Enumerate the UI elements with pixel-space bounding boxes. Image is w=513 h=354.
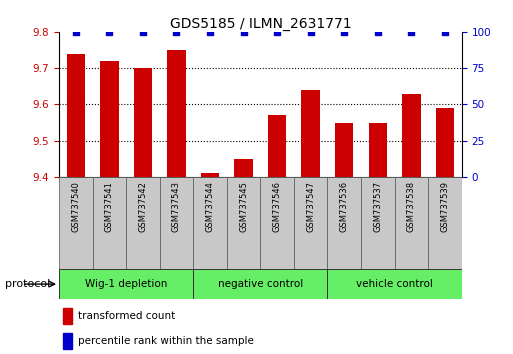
Bar (63, 308, 72, 324)
Text: negative control: negative control (218, 279, 303, 289)
Text: GSM737538: GSM737538 (407, 181, 416, 232)
Title: GDS5185 / ILMN_2631771: GDS5185 / ILMN_2631771 (169, 17, 351, 31)
Bar (361, 177, 394, 269)
Text: GSM737545: GSM737545 (239, 181, 248, 232)
Text: GSM737537: GSM737537 (373, 181, 382, 232)
Point (307, 29, 315, 35)
Point (273, 29, 281, 35)
Bar (92, 177, 126, 269)
Text: GSM737540: GSM737540 (71, 181, 80, 232)
Bar (368, 122, 387, 177)
Text: GSM737544: GSM737544 (206, 181, 214, 232)
Point (373, 29, 382, 35)
Bar (167, 50, 186, 177)
Point (340, 29, 348, 35)
Point (139, 29, 147, 35)
Text: GSM737542: GSM737542 (139, 181, 147, 232)
Bar (294, 177, 327, 269)
Bar (126, 177, 160, 269)
Bar (428, 177, 462, 269)
Text: percentile rank within the sample: percentile rank within the sample (78, 336, 254, 346)
Bar (327, 177, 361, 269)
Point (407, 29, 416, 35)
Text: GSM737543: GSM737543 (172, 181, 181, 232)
Bar (59, 269, 193, 299)
Bar (100, 61, 119, 177)
Text: Wig-1 depletion: Wig-1 depletion (85, 279, 167, 289)
Bar (302, 90, 320, 177)
Bar (227, 177, 260, 269)
Text: GSM737541: GSM737541 (105, 181, 114, 232)
Point (206, 29, 214, 35)
Bar (436, 108, 454, 177)
Text: GSM737536: GSM737536 (340, 181, 349, 232)
Point (240, 29, 248, 35)
Text: GSM737539: GSM737539 (441, 181, 449, 232)
Text: GSM737546: GSM737546 (272, 181, 282, 232)
Bar (335, 122, 353, 177)
Text: transformed count: transformed count (78, 311, 175, 321)
Bar (327, 269, 462, 299)
Bar (234, 159, 253, 177)
Point (72, 29, 80, 35)
Point (441, 29, 449, 35)
Bar (59, 177, 92, 269)
Text: vehicle control: vehicle control (356, 279, 433, 289)
Text: protocol: protocol (5, 279, 50, 289)
Bar (268, 115, 286, 177)
Bar (160, 177, 193, 269)
Bar (134, 68, 152, 177)
Bar (260, 177, 294, 269)
Point (172, 29, 181, 35)
Bar (193, 269, 327, 299)
Bar (67, 54, 85, 177)
Bar (394, 177, 428, 269)
Bar (63, 333, 72, 348)
Point (105, 29, 113, 35)
Bar (402, 93, 421, 177)
Bar (201, 173, 219, 177)
Text: GSM737547: GSM737547 (306, 181, 315, 232)
Bar (193, 177, 227, 269)
